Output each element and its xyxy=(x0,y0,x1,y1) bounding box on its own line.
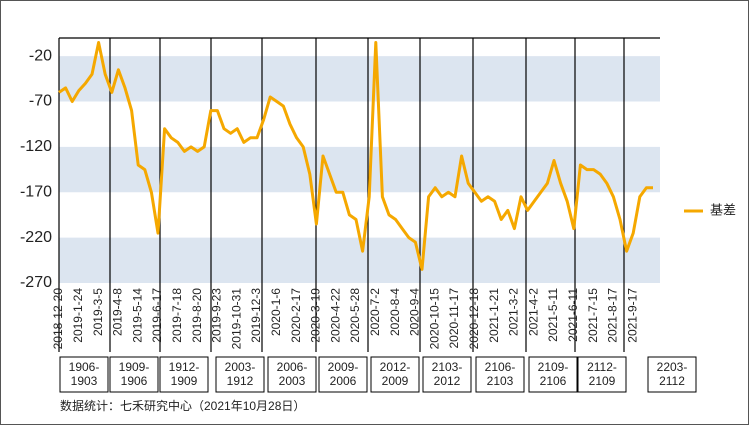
roll-box xyxy=(267,356,317,393)
legend-label: 基差 xyxy=(710,202,736,217)
y-tick-label: -170 xyxy=(20,183,52,200)
x-tick-label: 2020-11-17 xyxy=(447,288,461,349)
roll-label: 2006 xyxy=(330,374,357,388)
x-tick-label: 2020-12-18 xyxy=(467,288,481,350)
roll-label: 2109 xyxy=(589,374,616,388)
x-tick-label: 2019-9-23 xyxy=(210,288,224,343)
x-tick-label: 2020-5-28 xyxy=(348,288,362,343)
x-tick-label: 2020-4-22 xyxy=(328,288,342,343)
x-tick-label: 2018-12-20 xyxy=(51,288,65,350)
x-tick-label: 2020-7-2 xyxy=(368,288,382,336)
x-tick-label: 2021-6-11 xyxy=(566,288,580,342)
y-tick-label: -70 xyxy=(29,93,52,110)
y-tick-label: -20 xyxy=(29,47,52,64)
x-tick-label: 2020-2-17 xyxy=(289,288,303,343)
x-tick-label: 2020-1-6 xyxy=(269,288,283,336)
x-tick-label: 2021-1-21 xyxy=(487,288,501,343)
roll-box xyxy=(159,356,209,393)
x-tick-label: 2021-5-11 xyxy=(546,288,560,342)
x-tick-label: 2021-9-17 xyxy=(625,288,639,343)
roll-label: 2009- xyxy=(328,360,359,374)
roll-label: 1906 xyxy=(121,374,148,388)
x-tick-label: 2019-10-31 xyxy=(229,288,243,350)
x-tick-label: 2019-8-20 xyxy=(190,288,204,343)
x-tick-label: 2020-3-19 xyxy=(309,288,323,343)
x-tick-label: 2021-7-15 xyxy=(586,288,600,343)
data-line xyxy=(58,41,653,271)
x-tick-label: 2019-3-5 xyxy=(91,288,105,336)
x-tick-label: 2020-9-4 xyxy=(408,288,422,336)
x-tick-label: 2020-8-4 xyxy=(388,288,402,336)
roll-label: 2109- xyxy=(538,360,569,374)
roll-label: 2012 xyxy=(434,374,461,388)
y-tick-label: -270 xyxy=(20,274,52,291)
roll-label: 2012- xyxy=(380,360,411,374)
roll-box xyxy=(109,356,159,393)
roll-label: 2103- xyxy=(432,360,463,374)
roll-label: 1903 xyxy=(71,374,98,388)
y-tick-label: -120 xyxy=(20,138,52,155)
roll-label: 1909- xyxy=(119,360,150,374)
roll-label: 1906- xyxy=(69,360,100,374)
roll-label: 2003 xyxy=(279,374,306,388)
x-tick-label: 2019-12-3 xyxy=(249,288,263,343)
roll-box xyxy=(422,356,472,393)
roll-label: 2106- xyxy=(485,360,516,374)
roll-box xyxy=(370,356,420,393)
roll-box xyxy=(528,356,578,393)
x-tick-label: 2019-1-24 xyxy=(71,288,85,343)
roll-box xyxy=(215,356,265,393)
source-note: 数据统计：七禾研究中心（2021年10月28日） xyxy=(60,398,305,413)
y-tick-label: -220 xyxy=(20,229,52,246)
roll-box xyxy=(475,356,525,393)
roll-box xyxy=(647,356,697,393)
roll-label: 2203- xyxy=(657,360,688,374)
x-tick-label: 2019-4-8 xyxy=(111,288,125,336)
x-tick-label: 2019-7-18 xyxy=(170,288,184,343)
roll-box xyxy=(318,356,368,393)
roll-label: 1912- xyxy=(169,360,200,374)
grid-band xyxy=(59,56,660,102)
x-tick-label: 2020-10-15 xyxy=(427,288,441,350)
roll-label: 2112 xyxy=(659,374,685,388)
grid-band xyxy=(59,237,660,283)
roll-label: 2106 xyxy=(540,374,567,388)
x-tick-label: 2021-4-2 xyxy=(526,288,540,336)
x-tick-label: 2019-5-14 xyxy=(130,288,144,343)
roll-label: 2006- xyxy=(277,360,308,374)
roll-label: 2003- xyxy=(225,360,256,374)
roll-label: 1909 xyxy=(171,374,198,388)
roll-box xyxy=(59,356,109,393)
roll-box xyxy=(577,356,627,393)
x-tick-label: 2021-3-2 xyxy=(507,288,521,336)
x-tick-label: 2019-6-17 xyxy=(150,288,164,343)
x-tick-label: 2021-8-17 xyxy=(606,288,620,343)
roll-label: 1912 xyxy=(227,374,254,388)
roll-label: 2009 xyxy=(382,374,409,388)
roll-label: 2103 xyxy=(487,374,514,388)
roll-label: 2112- xyxy=(587,360,617,374)
